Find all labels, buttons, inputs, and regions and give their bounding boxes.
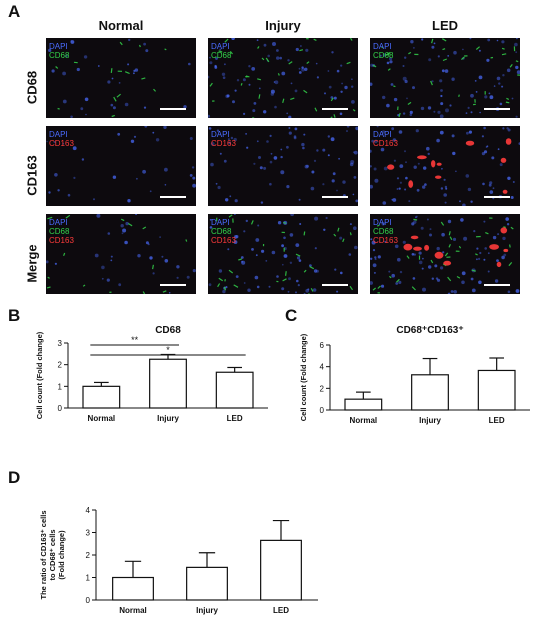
y-tick-label: 1 <box>58 382 63 391</box>
micrograph-cd68-normal: DAPI CD68 <box>46 38 196 118</box>
x-tick-label: Injury <box>157 414 179 423</box>
y-tick-label: 6 <box>320 341 325 350</box>
channel-label-cd68: CD68 <box>49 51 70 60</box>
scale-bar <box>160 196 186 198</box>
channel-label-dapi: DAPI <box>211 42 230 51</box>
chart-b: CD68 0 1 2 3 Cell count (Fold change) Normal In… <box>35 325 268 423</box>
channel-label-cd68: CD68 <box>211 227 232 236</box>
x-tick-label: Injury <box>196 606 218 615</box>
channel-label-cd68: CD68 <box>49 227 70 236</box>
scale-bar <box>484 196 510 198</box>
y-axis-label: (Fold change) <box>57 530 66 580</box>
chart-title: CD68⁺CD163⁺ <box>396 325 463 336</box>
bar-injury <box>149 358 187 409</box>
y-axis-label: Cell count (Fold change) <box>299 333 308 421</box>
bar-led <box>477 369 516 411</box>
column-header-normal: Normal <box>98 18 144 33</box>
micrograph-merge-led: DAPI CD68 CD163 <box>370 214 520 294</box>
micrograph-cd68-led: DAPI CD68 <box>370 38 520 118</box>
bar-normal <box>112 576 154 601</box>
chart-d: 0 1 2 3 4 The ratio of CD163⁺ cells to CD68⁺ c… <box>39 506 318 615</box>
significance-label: * <box>166 345 170 355</box>
x-tick-label: Normal <box>88 414 116 423</box>
bar-led <box>215 371 254 409</box>
channel-label-cd163: CD163 <box>373 139 398 148</box>
micrograph-cd163-normal: DAPI CD163 <box>46 126 196 206</box>
scale-bar <box>484 284 510 286</box>
bar-injury <box>186 566 228 601</box>
row-label-cd68: CD68 <box>24 70 40 105</box>
y-tick-label: 3 <box>86 529 91 538</box>
panel-letter-c: C <box>285 306 298 325</box>
x-tick-label: LED <box>489 416 505 425</box>
scale-bar <box>322 196 348 198</box>
column-header-injury: Injury <box>265 18 301 33</box>
y-tick-label: 3 <box>58 339 63 348</box>
bar-normal <box>344 398 383 411</box>
panel-letter-d: D <box>8 468 21 487</box>
column-header-led: LED <box>432 18 458 33</box>
bar-normal <box>82 385 121 409</box>
y-tick-label: 0 <box>86 596 91 605</box>
channel-label-dapi: DAPI <box>373 42 392 51</box>
bar-led <box>260 539 302 601</box>
channel-label-dapi: DAPI <box>49 218 68 227</box>
scale-bar <box>160 284 186 286</box>
channel-label-cd163: CD163 <box>49 139 74 148</box>
x-tick-label: Injury <box>419 416 441 425</box>
panel-letter-b: B <box>8 306 21 325</box>
scale-bar <box>322 284 348 286</box>
channel-label-dapi: DAPI <box>373 130 392 139</box>
channel-label-cd163: CD163 <box>373 236 398 245</box>
micrograph-merge-injury: DAPI CD68 CD163 <box>208 214 358 294</box>
row-label-merge: Merge <box>24 244 40 283</box>
x-tick-label: Normal <box>119 606 147 615</box>
x-tick-label: LED <box>227 414 243 423</box>
chart-title: CD68 <box>155 325 181 336</box>
chart-c: CD68⁺CD163⁺ 0 2 4 6 Cell count (Fold change) N… <box>299 325 530 425</box>
y-tick-label: 1 <box>86 574 91 583</box>
bar-injury <box>411 374 449 411</box>
scale-bar <box>322 108 348 110</box>
channel-label-cd163: CD163 <box>49 236 74 245</box>
channel-label-cd163: CD163 <box>211 139 236 148</box>
y-tick-label: 2 <box>86 551 91 560</box>
micrograph-cd163-led: DAPI CD163 <box>370 126 520 206</box>
micrograph-merge-normal: DAPI CD68 CD163 <box>46 214 196 294</box>
channel-label-dapi: DAPI <box>49 42 68 51</box>
y-tick-label: 0 <box>320 406 325 415</box>
y-tick-label: 2 <box>58 361 63 370</box>
x-tick-label: Normal <box>350 416 378 425</box>
channel-label-cd68: CD68 <box>373 227 394 236</box>
channel-label-cd68: CD68 <box>211 51 232 60</box>
panel-letter-a: A <box>8 2 21 21</box>
channel-label-dapi: DAPI <box>49 130 68 139</box>
x-tick-label: LED <box>273 606 289 615</box>
micrograph-cd163-injury: DAPI CD163 <box>208 126 358 206</box>
y-axis-label: to CD68⁺ cells <box>48 529 57 580</box>
channel-label-cd163: CD163 <box>211 236 236 245</box>
micrograph-cd68-injury: DAPI CD68 <box>208 38 358 118</box>
channel-label-cd68: CD68 <box>373 51 394 60</box>
y-tick-label: 4 <box>320 363 325 372</box>
channel-label-dapi: DAPI <box>211 130 230 139</box>
scale-bar <box>484 108 510 110</box>
y-axis-label: Cell count (Fold change) <box>35 331 44 419</box>
y-axis-label: The ratio of CD163⁺ cells <box>39 511 48 600</box>
y-tick-label: 4 <box>86 506 91 515</box>
significance-label: ** <box>131 335 139 345</box>
channel-label-dapi: DAPI <box>211 218 230 227</box>
y-tick-label: 2 <box>320 384 325 393</box>
channel-label-dapi: DAPI <box>373 218 392 227</box>
row-label-cd163: CD163 <box>24 155 40 196</box>
scale-bar <box>160 108 186 110</box>
y-tick-label: 0 <box>58 404 63 413</box>
